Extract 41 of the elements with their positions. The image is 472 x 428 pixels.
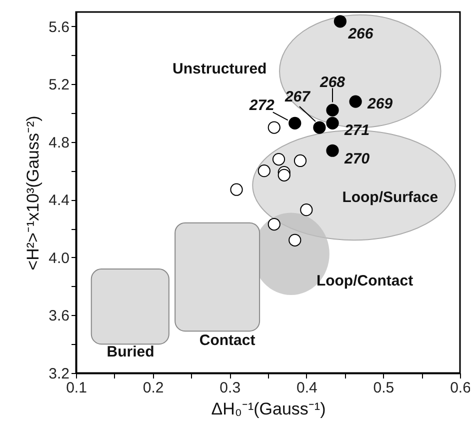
point xyxy=(258,164,270,178)
y-tick-label: 5.2 xyxy=(48,76,70,94)
point xyxy=(278,168,290,182)
point xyxy=(326,116,339,130)
y-axis-title: <H²>⁻¹x10³(Gauss⁻²) xyxy=(24,116,43,270)
point xyxy=(268,218,280,231)
y-tick-label: 4.4 xyxy=(48,192,70,210)
point xyxy=(326,144,339,157)
point xyxy=(300,204,313,216)
x-axis-title: ΔH₀⁻¹(Gauss⁻¹) xyxy=(211,400,326,418)
x-tick-label: 0.6 xyxy=(450,380,471,396)
annotation: 266 xyxy=(347,25,374,42)
annotation: 271 xyxy=(344,122,370,140)
x-tick-label: 0.4 xyxy=(296,380,318,396)
x-tick-label: 0.5 xyxy=(373,380,394,396)
y-tick-label: 3.6 xyxy=(48,308,70,325)
y-tick-label: 5.6 xyxy=(48,18,70,36)
annotation: Contact xyxy=(199,332,256,349)
x-tick-label: 0.1 xyxy=(66,380,87,396)
annotation: 268 xyxy=(318,74,346,92)
point xyxy=(288,116,302,130)
point xyxy=(294,154,307,168)
point xyxy=(272,152,286,166)
annotation: Loop/Contact xyxy=(316,272,414,290)
annotation: 272 xyxy=(248,97,276,114)
annotation: 270 xyxy=(344,150,370,168)
y-tick-label: 3.2 xyxy=(48,366,70,382)
point xyxy=(334,15,346,28)
annotation: 269 xyxy=(366,96,394,113)
annotation: Unstructured xyxy=(172,60,267,78)
x-tick-label: 0.3 xyxy=(220,380,241,396)
y-tick-label: 4.0 xyxy=(48,250,70,267)
annotation: 267 xyxy=(284,88,311,106)
point xyxy=(313,121,326,134)
y-tick-label: 4.8 xyxy=(48,134,70,152)
point xyxy=(349,95,362,108)
point xyxy=(288,234,302,246)
annotation: Buried xyxy=(106,343,154,360)
annotation: Loop/Surface xyxy=(342,188,438,206)
point xyxy=(326,104,339,116)
x-tick-label: 0.2 xyxy=(142,380,164,396)
